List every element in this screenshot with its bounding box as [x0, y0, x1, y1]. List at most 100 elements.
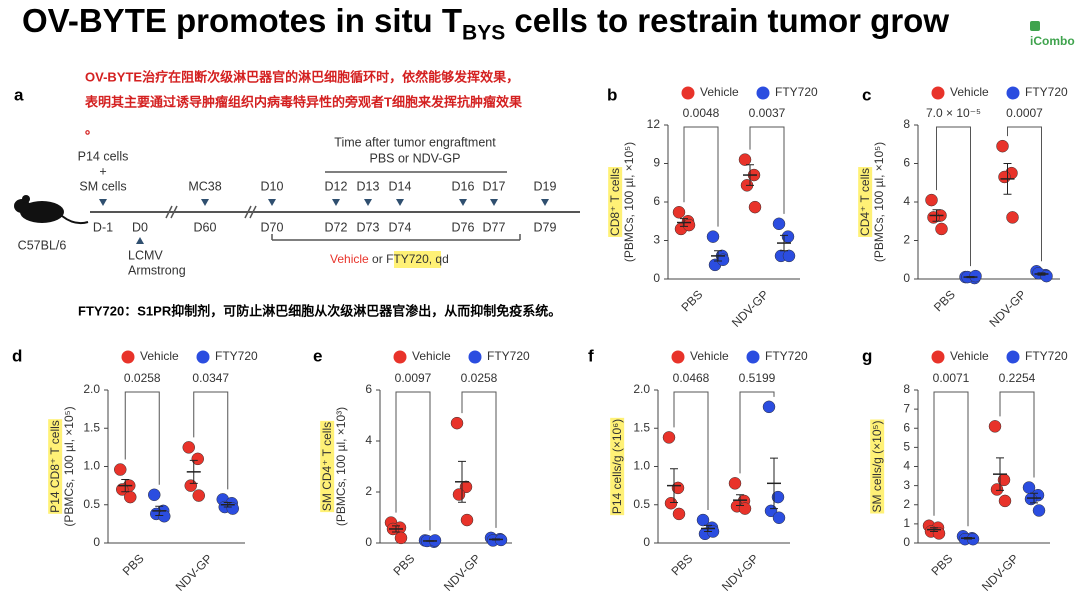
y-label: CD4⁺ T cells	[858, 168, 872, 236]
data-point	[114, 463, 127, 476]
y-tick-label: 6	[903, 156, 910, 170]
y-tick-label: 1.0	[633, 459, 650, 473]
significance-bracket	[936, 126, 971, 267]
legend-marker	[671, 350, 685, 364]
significance-bracket	[461, 391, 497, 528]
panel-label: d	[12, 346, 22, 365]
legend-label: Vehicle	[412, 349, 451, 363]
panel-label: a	[14, 85, 24, 104]
legend-marker	[681, 86, 695, 100]
significance-bracket	[193, 391, 229, 490]
data-point	[998, 494, 1012, 508]
legend-label: FTY720	[487, 349, 530, 363]
data-point	[672, 507, 686, 521]
data-point	[996, 139, 1009, 153]
significance-bracket	[739, 391, 775, 474]
y-label-group: SM cells/g (×10⁵)	[870, 419, 885, 514]
legend-marker	[931, 350, 945, 364]
day-label: D60	[194, 220, 217, 234]
data-point	[935, 222, 948, 236]
treatment-or: or	[372, 252, 383, 266]
highlight	[870, 419, 885, 514]
y-tick-label: 4	[903, 459, 910, 473]
error-bar	[189, 459, 198, 484]
error-bar	[736, 494, 744, 507]
legend-marker	[756, 86, 770, 100]
legend-marker	[121, 350, 135, 364]
data-point	[124, 490, 137, 504]
y-label: SM cells/g (×10⁵)	[870, 420, 884, 512]
y-tick-label: 2.0	[83, 382, 100, 396]
chart: c Vehicle FTY720 0 2 4 6 8 PBS 7.0 × 10⁻⁵ NDV-GP 0.…	[858, 85, 1068, 330]
y-label-group: SM CD4⁺ T cells	[320, 420, 335, 513]
legend-marker	[931, 86, 945, 100]
data-point	[772, 217, 786, 231]
y-tick-label: 2	[365, 484, 372, 498]
y-tick-label: 4	[903, 194, 910, 208]
legend-label: FTY720	[1025, 349, 1068, 363]
error-bar	[492, 538, 500, 541]
highlight	[394, 251, 441, 268]
logo-text: iCombo	[1030, 34, 1075, 48]
data-point	[148, 488, 161, 502]
day-label: D77	[483, 220, 506, 234]
y-tick-label: 6	[365, 382, 372, 396]
day-arrow	[201, 199, 209, 206]
y-tick-label: 3	[653, 233, 660, 247]
legend-label: FTY720	[775, 85, 818, 99]
infection-label: LCMV	[128, 248, 163, 262]
day-label: D19	[534, 179, 557, 193]
data-point	[450, 416, 464, 430]
day-label: D10	[261, 179, 284, 193]
error-bar	[930, 527, 938, 533]
p-value: 0.0468	[673, 371, 710, 385]
day-label: D73	[357, 220, 380, 234]
infection-arrow	[136, 237, 144, 244]
y-tick-label: 2	[903, 497, 910, 511]
x-tick-label: PBS	[931, 287, 958, 314]
x-tick-label: NDV-GP	[986, 287, 1028, 329]
error-bar	[770, 457, 778, 510]
x-tick-label: PBS	[390, 551, 417, 578]
significance-bracket	[395, 391, 431, 531]
title-text: OV-BYTE promotes in situ T	[22, 2, 463, 39]
data-point	[1006, 211, 1019, 224]
day-label: D70	[261, 220, 284, 234]
y-tick-label: 1.5	[633, 420, 650, 434]
data-point	[748, 200, 762, 214]
title-subscript: BYS	[462, 21, 506, 45]
data-point	[394, 531, 408, 545]
data-point	[696, 513, 710, 527]
mouse-icon	[14, 195, 89, 225]
y-label-group: CD8⁺ T cells	[608, 167, 623, 237]
x-tick-label: PBS	[120, 551, 147, 578]
day-arrow	[332, 199, 340, 206]
data-point	[682, 218, 696, 232]
panel-label: c	[862, 85, 871, 104]
p-value: 0.0071	[933, 371, 970, 385]
legend-label: Vehicle	[950, 349, 989, 363]
error-bar	[392, 525, 400, 533]
p-value: 0.0258	[124, 371, 161, 385]
chart: d Vehicle FTY720 0 0.5 1.0 1.5 2.0 PBS 0.0258 NDV-…	[12, 346, 258, 593]
significance-bracket	[749, 126, 785, 214]
x-tick-label: PBS	[668, 551, 695, 578]
x-tick-label: PBS	[678, 287, 705, 314]
error-bar	[1003, 163, 1012, 195]
legend-marker	[746, 350, 760, 364]
significance-bracket	[933, 391, 969, 527]
x-tick-label: NDV-GP	[979, 551, 1021, 593]
error-bar	[746, 164, 754, 186]
y-label-group: P14 cells/g (×10⁶)	[610, 417, 625, 516]
y-tick-label: 6	[653, 194, 660, 208]
day-label: D14	[389, 179, 412, 193]
y-tick-label: 8	[903, 117, 910, 131]
legend-marker	[1006, 350, 1020, 364]
mouse-label: C57BL/6	[18, 238, 67, 252]
y-label-unit: (PBMCs, 100 µl, ×10⁵)	[62, 406, 76, 526]
data-point	[664, 496, 678, 510]
chart: e Vehicle FTY720 0 2 4 6 PBS 0.0097 NDV-GP 0.0258 S…	[313, 346, 530, 593]
y-tick-label: 0	[93, 535, 100, 549]
y-tick-label: 0	[903, 271, 910, 285]
